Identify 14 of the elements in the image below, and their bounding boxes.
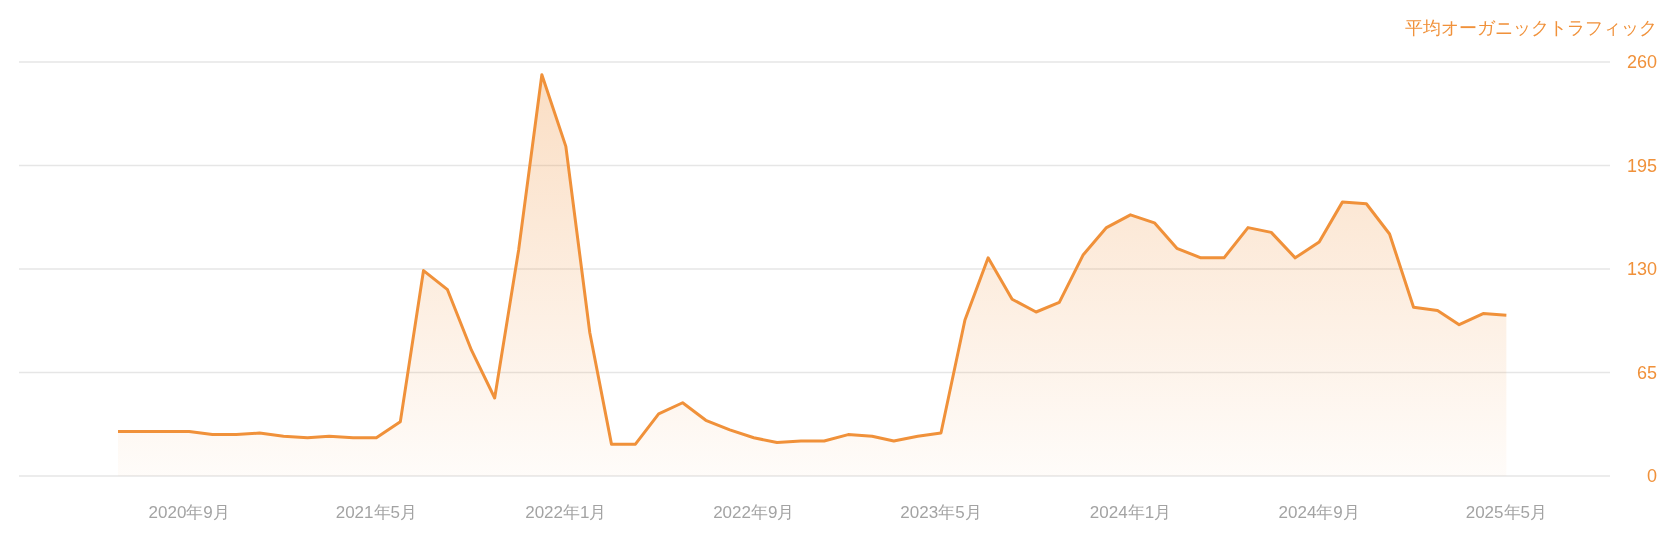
y-tick-label: 130 (1626, 259, 1657, 279)
x-tick-label: 2021年5月 (335, 503, 417, 522)
x-tick-label: 2020年9月 (148, 503, 230, 522)
x-tick-label: 2024年1月 (1089, 503, 1172, 522)
x-tick-label: 2024年9月 (1278, 503, 1360, 522)
y-tick-label: 0 (1646, 466, 1657, 486)
y-tick-label: 260 (1626, 52, 1657, 72)
y-axis-title: 平均オーガニックトラフィック (1405, 18, 1657, 38)
x-tick-label: 2023年5月 (900, 503, 982, 522)
y-tick-label: 195 (1626, 155, 1657, 176)
x-tick-label: 2022年1月 (525, 503, 607, 522)
x-tick-label: 2025年5月 (1465, 503, 1547, 522)
x-tick-label: 2022年9月 (713, 503, 795, 522)
y-tick-label: 65 (1636, 362, 1657, 383)
